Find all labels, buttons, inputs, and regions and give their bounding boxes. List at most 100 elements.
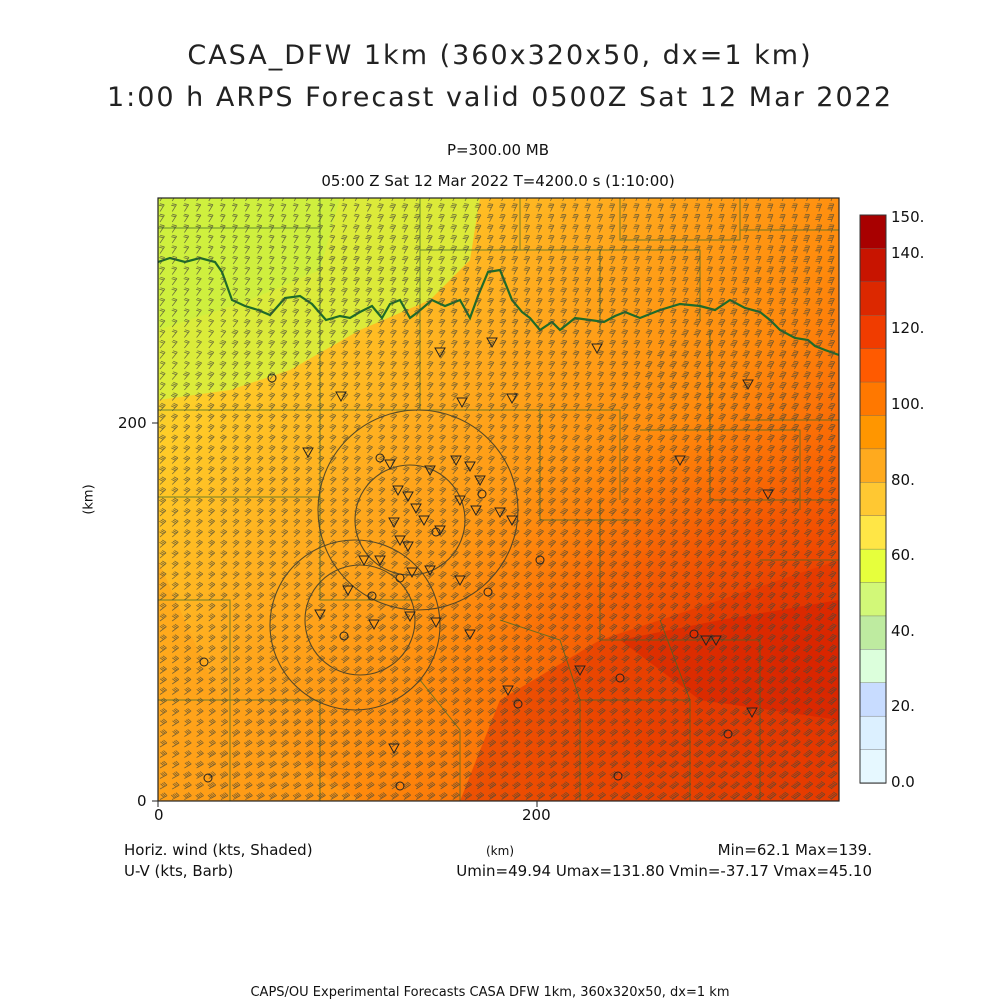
- station-triangle-marker: [314, 609, 326, 621]
- station-triangle-marker: [392, 485, 404, 497]
- station-triangle-marker: [450, 455, 462, 467]
- station-circle-marker: [483, 587, 493, 597]
- colorbar-label: 140.: [891, 244, 924, 262]
- x-axis-label: (km): [486, 844, 515, 858]
- station-triangle-marker: [454, 495, 466, 507]
- colorbar-frame: [859, 214, 887, 784]
- station-triangle-marker: [358, 555, 370, 567]
- station-triangle-marker: [404, 611, 416, 623]
- colorbar-label: 150.: [891, 208, 924, 226]
- colorbar-label: 40.: [891, 622, 915, 640]
- station-circle-marker: [513, 699, 523, 709]
- min-max-text: Min=62.1 Max=139.: [717, 841, 872, 859]
- station-circle-marker: [723, 729, 733, 739]
- station-triangle-marker: [456, 397, 468, 409]
- station-triangle-marker: [388, 517, 400, 529]
- station-circle-marker: [395, 573, 405, 583]
- colorbar-swatch: [859, 381, 887, 417]
- station-triangle-marker: [384, 459, 396, 471]
- station-circle-marker: [431, 527, 441, 537]
- wind-barb-paths: [158, 198, 838, 800]
- colorbar-label: 0.0: [891, 773, 915, 791]
- colorbar: 150. 140. 120. 100. 80. 60. 40. 20. 0.0: [859, 208, 924, 791]
- x-tick-0: 0: [154, 806, 164, 824]
- station-triangle-marker: [402, 541, 414, 553]
- colorbar-label: 120.: [891, 319, 924, 337]
- y-tick-0: 0: [137, 792, 147, 810]
- station-triangle-marker: [742, 379, 754, 391]
- station-triangle-marker: [374, 555, 386, 567]
- colorbar-swatch: [859, 749, 887, 784]
- colorbar-swatch: [859, 715, 887, 751]
- colorbar-swatch: [859, 515, 887, 550]
- station-triangle-marker: [502, 685, 514, 697]
- colorbar-swatch: [859, 315, 887, 350]
- station-triangle-marker: [410, 503, 422, 515]
- colorbar-label: 80.: [891, 471, 915, 489]
- station-circle-marker: [203, 773, 213, 783]
- x-tick-200: 200: [522, 806, 551, 824]
- station-circle-marker: [613, 771, 623, 781]
- station-triangle-marker: [700, 635, 712, 647]
- colorbar-swatch: [859, 415, 887, 450]
- station-triangle-marker: [388, 743, 400, 755]
- station-circle-marker: [339, 631, 349, 641]
- colorbar-swatch: [859, 615, 887, 651]
- station-circle-marker: [395, 781, 405, 791]
- field-label: Horiz. wind (kts, Shaded): [124, 841, 313, 859]
- station-markers: [199, 337, 774, 791]
- wind-barbs-layer: [158, 198, 838, 800]
- station-triangle-marker: [424, 465, 436, 477]
- station-triangle-marker: [430, 617, 442, 629]
- station-circle-marker: [477, 489, 487, 499]
- station-triangle-marker: [470, 505, 482, 517]
- station-triangle-marker: [424, 565, 436, 577]
- colorbar-swatch: [859, 582, 887, 617]
- colorbar-swatch: [859, 248, 887, 283]
- station-circle-marker: [199, 657, 209, 667]
- station-triangle-marker: [710, 635, 722, 647]
- colorbar-label: 60.: [891, 546, 915, 564]
- station-circle-marker: [367, 591, 377, 601]
- station-triangle-marker: [394, 535, 406, 547]
- station-triangle-marker: [368, 619, 380, 631]
- station-triangle-marker: [464, 461, 476, 473]
- station-triangle-marker: [434, 347, 446, 359]
- station-triangle-marker: [402, 491, 414, 503]
- station-triangle-marker: [454, 575, 466, 587]
- y-axis-label: (km): [81, 484, 97, 515]
- station-circle-marker: [535, 555, 545, 565]
- station-triangle-marker: [486, 337, 498, 349]
- station-triangle-marker: [574, 665, 586, 677]
- colorbar-swatch: [859, 281, 887, 316]
- station-triangle-marker: [674, 455, 686, 467]
- y-tick-200: 200: [118, 414, 147, 432]
- station-triangle-marker: [302, 447, 314, 459]
- colorbar-label: 20.: [891, 697, 915, 715]
- station-triangle-marker: [591, 343, 603, 355]
- station-triangle-marker: [464, 629, 476, 641]
- colorbar-swatch: [859, 482, 887, 517]
- station-triangle-marker: [746, 707, 758, 719]
- uv-stats-text: Umin=49.94 Umax=131.80 Vmin=-37.17 Vmax=…: [456, 862, 872, 880]
- station-triangle-marker: [335, 391, 347, 403]
- vector-label: U-V (kts, Barb): [124, 862, 234, 880]
- colorbar-swatch: [859, 214, 887, 250]
- station-triangle-marker: [342, 585, 354, 597]
- station-triangle-marker: [406, 567, 418, 579]
- colorbar-swatch: [859, 682, 887, 717]
- station-triangle-marker: [762, 489, 774, 501]
- station-triangle-marker: [434, 525, 446, 537]
- chart-title-line2: 1:00 h ARPS Forecast valid 0500Z Sat 12 …: [106, 82, 894, 113]
- colorbar-swatch: [859, 548, 887, 584]
- pressure-level: P=300.00 MB: [446, 141, 550, 159]
- chart-title-line1: CASA_DFW 1km (360x320x50, dx=1 km): [187, 40, 813, 71]
- station-triangle-marker: [494, 507, 506, 519]
- colorbar-swatch: [859, 448, 887, 483]
- plot-frame: [157, 197, 840, 802]
- station-circle-marker: [615, 673, 625, 683]
- colorbar-swatch: [859, 348, 887, 383]
- station-circle-marker: [689, 629, 699, 639]
- station-circle-marker: [375, 453, 385, 463]
